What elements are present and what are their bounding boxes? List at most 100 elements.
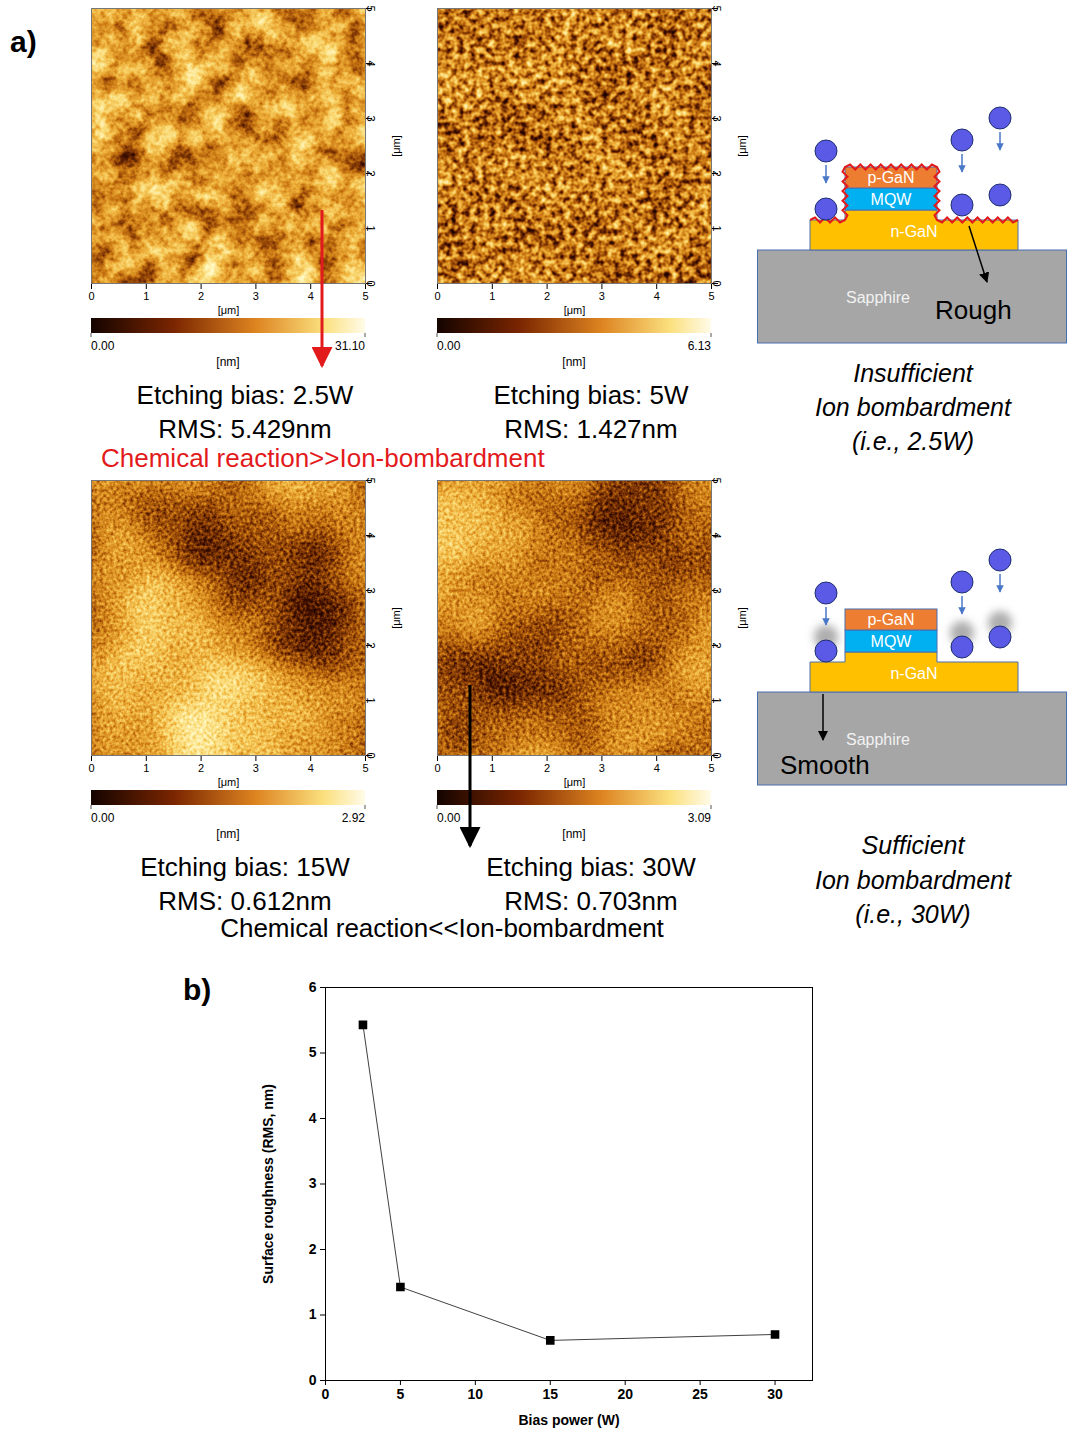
svg-text:25: 25 <box>692 1386 708 1402</box>
svg-text:2.92: 2.92 <box>342 811 366 825</box>
svg-text:10: 10 <box>468 1386 484 1402</box>
svg-text:[μm]: [μm] <box>390 135 402 157</box>
svg-text:5: 5 <box>711 477 723 483</box>
svg-text:3: 3 <box>711 115 723 121</box>
svg-text:1: 1 <box>711 225 723 231</box>
svg-text:6.13: 6.13 <box>688 339 712 353</box>
svg-text:0.00: 0.00 <box>91 339 115 353</box>
svg-text:MQW: MQW <box>871 633 913 650</box>
svg-text:1: 1 <box>365 697 377 703</box>
svg-text:Rough: Rough <box>935 295 1012 325</box>
svg-text:2: 2 <box>309 1241 317 1257</box>
svg-text:1: 1 <box>365 225 377 231</box>
svg-text:0: 0 <box>365 280 377 286</box>
svg-text:5: 5 <box>711 5 723 11</box>
svg-text:MQW: MQW <box>871 191 913 208</box>
svg-text:[μm]: [μm] <box>736 135 748 157</box>
html-text:Etching bias: 5W: Etching bias: 5W <box>493 380 689 410</box>
svg-text:1: 1 <box>143 290 149 302</box>
svg-text:2: 2 <box>711 642 723 648</box>
svg-text:p-GaN: p-GaN <box>867 169 914 186</box>
html-text:Etching bias: 15W: Etching bias: 15W <box>140 852 350 882</box>
svg-text:3: 3 <box>253 290 259 302</box>
html-text:RMS: 5.429nm: RMS: 5.429nm <box>158 414 332 444</box>
svg-text:1: 1 <box>143 762 149 774</box>
html-text:RMS: 0.612nm: RMS: 0.612nm <box>158 886 332 916</box>
svg-text:0: 0 <box>434 290 440 302</box>
svg-text:2: 2 <box>365 170 377 176</box>
svg-text:5: 5 <box>309 1044 317 1060</box>
svg-text:4: 4 <box>711 532 723 538</box>
svg-text:0: 0 <box>434 762 440 774</box>
svg-text:5: 5 <box>365 5 377 11</box>
svg-text:n-GaN: n-GaN <box>890 665 937 682</box>
svg-text:[μm]: [μm] <box>218 304 240 316</box>
svg-text:2: 2 <box>365 642 377 648</box>
html-text:Etching bias: 2.5W: Etching bias: 2.5W <box>136 380 354 410</box>
svg-text:0: 0 <box>711 752 723 758</box>
svg-text:5: 5 <box>397 1386 405 1402</box>
svg-text:4: 4 <box>711 60 723 66</box>
svg-text:20: 20 <box>617 1386 633 1402</box>
svg-text:0: 0 <box>88 290 94 302</box>
svg-text:4: 4 <box>365 60 377 66</box>
svg-text:0: 0 <box>711 280 723 286</box>
svg-text:3: 3 <box>599 290 605 302</box>
svg-text:[μm]: [μm] <box>564 776 586 788</box>
svg-text:2: 2 <box>198 762 204 774</box>
svg-text:3: 3 <box>365 115 377 121</box>
svg-text:Sapphire: Sapphire <box>846 731 910 748</box>
svg-text:1: 1 <box>489 290 495 302</box>
svg-text:5: 5 <box>708 290 714 302</box>
svg-text:n-GaN: n-GaN <box>890 223 937 240</box>
svg-text:3.09: 3.09 <box>688 811 712 825</box>
svg-text:[nm]: [nm] <box>562 827 585 841</box>
svg-text:2: 2 <box>544 762 550 774</box>
svg-text:Bias power (W): Bias power (W) <box>518 1412 619 1428</box>
svg-text:2: 2 <box>198 290 204 302</box>
svg-text:5: 5 <box>708 762 714 774</box>
svg-text:2: 2 <box>544 290 550 302</box>
svg-text:[μm]: [μm] <box>564 304 586 316</box>
svg-text:4: 4 <box>365 532 377 538</box>
svg-text:5: 5 <box>365 477 377 483</box>
svg-text:4: 4 <box>308 762 314 774</box>
svg-text:4: 4 <box>654 762 660 774</box>
svg-text:4: 4 <box>654 290 660 302</box>
svg-text:[nm]: [nm] <box>216 355 239 369</box>
svg-text:[μm]: [μm] <box>218 776 240 788</box>
svg-text:[nm]: [nm] <box>216 827 239 841</box>
svg-text:0: 0 <box>309 1372 317 1388</box>
svg-text:6: 6 <box>309 979 317 995</box>
svg-text:31.10: 31.10 <box>335 339 365 353</box>
svg-text:3: 3 <box>599 762 605 774</box>
svg-text:0.00: 0.00 <box>437 339 461 353</box>
svg-text:4: 4 <box>309 1110 317 1126</box>
svg-text:3: 3 <box>711 587 723 593</box>
svg-text:0: 0 <box>365 752 377 758</box>
svg-text:p-GaN: p-GaN <box>867 611 914 628</box>
svg-text:Surface roughness (RMS, nm): Surface roughness (RMS, nm) <box>260 1084 276 1284</box>
svg-text:0.00: 0.00 <box>91 811 115 825</box>
svg-text:Sapphire: Sapphire <box>846 289 910 306</box>
svg-text:3: 3 <box>309 1175 317 1191</box>
svg-text:2: 2 <box>711 170 723 176</box>
svg-text:[nm]: [nm] <box>562 355 585 369</box>
svg-text:3: 3 <box>253 762 259 774</box>
svg-text:0: 0 <box>88 762 94 774</box>
svg-text:Smooth: Smooth <box>780 750 870 780</box>
svg-text:1: 1 <box>489 762 495 774</box>
svg-text:[μm]: [μm] <box>390 607 402 629</box>
svg-text:15: 15 <box>542 1386 558 1402</box>
html-text:RMS: 1.427nm: RMS: 1.427nm <box>504 414 678 444</box>
svg-text:30: 30 <box>767 1386 783 1402</box>
svg-text:3: 3 <box>365 587 377 593</box>
svg-text:1: 1 <box>711 697 723 703</box>
svg-text:4: 4 <box>308 290 314 302</box>
svg-text:1: 1 <box>309 1306 317 1322</box>
svg-text:5: 5 <box>362 762 368 774</box>
svg-text:[μm]: [μm] <box>736 607 748 629</box>
svg-text:0.00: 0.00 <box>437 811 461 825</box>
svg-text:0: 0 <box>322 1386 330 1402</box>
svg-text:5: 5 <box>362 290 368 302</box>
